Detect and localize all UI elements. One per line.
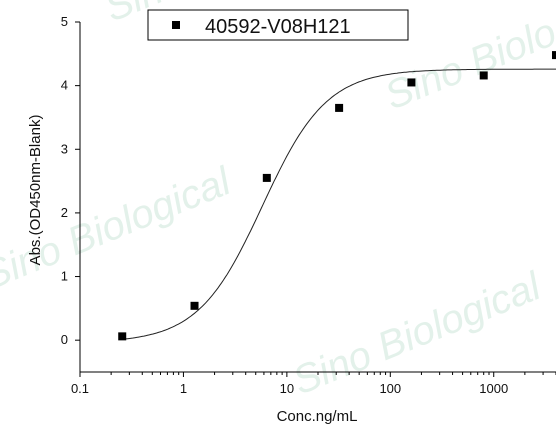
data-point — [190, 301, 199, 310]
data-point — [335, 103, 344, 112]
data-point — [262, 173, 271, 182]
watermark-layer: Sino Biological Sino Biological Sino Bio… — [0, 0, 556, 403]
y-tick-label: 4 — [61, 78, 68, 93]
watermark-text: Sino Biological — [287, 264, 548, 404]
x-tick-label: 1 — [180, 381, 187, 396]
x-axis-title: Conc.ng/mL — [277, 408, 358, 425]
data-point — [407, 78, 416, 87]
x-tick-label: 0.1 — [71, 381, 89, 396]
x-tick-label: 1000 — [479, 381, 508, 396]
y-tick-label: 1 — [61, 269, 68, 284]
y-tick-label: 2 — [61, 205, 68, 220]
legend-marker — [172, 21, 180, 29]
y-axis-title: Abs.(OD450nm-Blank) — [27, 115, 44, 266]
legend-box — [147, 9, 409, 41]
data-points — [118, 51, 556, 341]
data-point — [118, 332, 127, 341]
fit-curve — [122, 68, 556, 340]
y-tick-label: 0 — [61, 332, 68, 347]
data-point — [552, 51, 556, 60]
data-point — [479, 71, 488, 80]
x-tick-label: 100 — [379, 381, 401, 396]
legend: 40592-V08H121 — [147, 9, 409, 41]
legend-label: 40592-V08H121 — [205, 16, 351, 38]
y-tick-label: 3 — [61, 141, 68, 156]
y-tick-label: 5 — [61, 14, 68, 29]
x-tick-label: 10 — [280, 381, 294, 396]
x-axis-ticks: 0.1 1 10 100 1000 — [71, 372, 556, 396]
y-axis-ticks: 0 1 2 3 4 5 — [61, 14, 80, 347]
